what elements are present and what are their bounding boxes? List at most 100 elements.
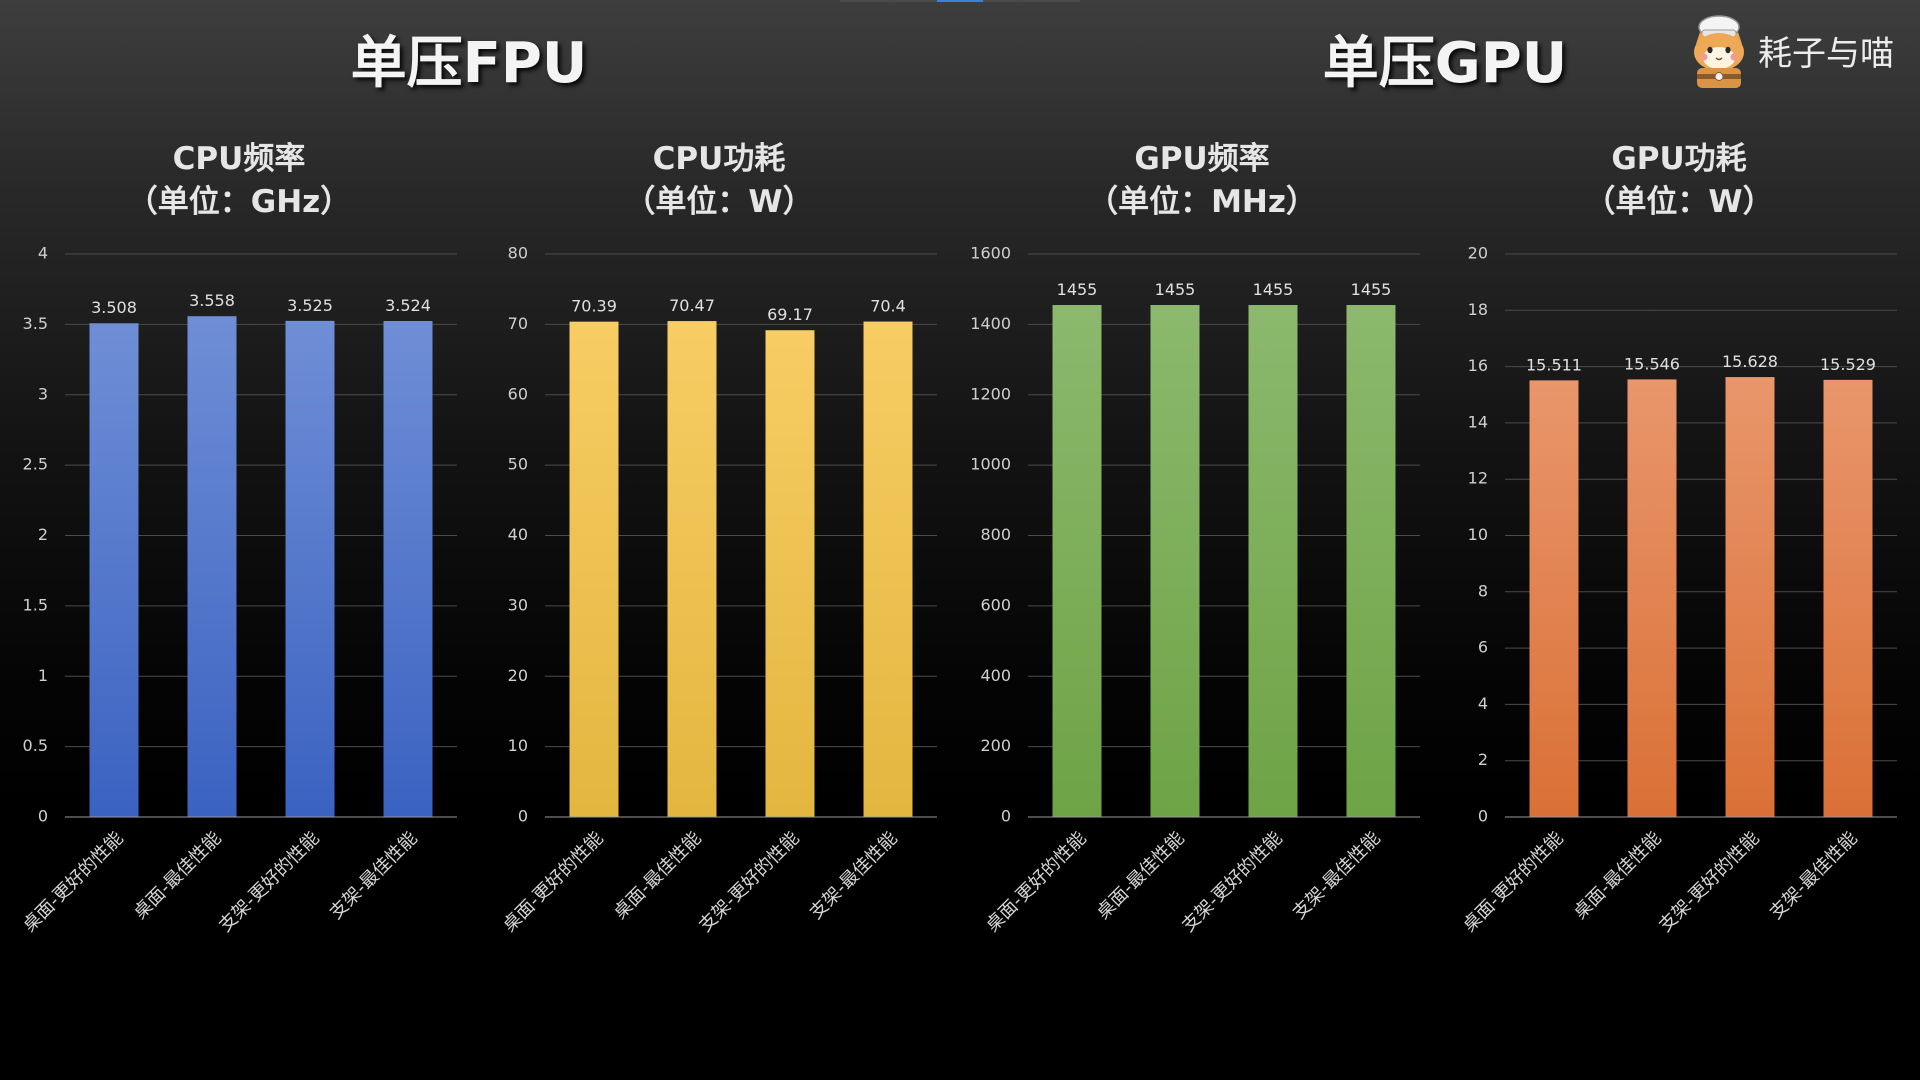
x-tick-label: 支架-最佳性能 xyxy=(806,828,902,924)
chart-unit-label: （单位：W） xyxy=(1584,184,1774,220)
fpu-section-heading: 单压FPU xyxy=(350,31,588,96)
x-tick-label: 桌面-最佳性能 xyxy=(130,828,226,924)
x-tick-label: 支架-更好的性能 xyxy=(695,828,804,937)
cpu-power-chart-title: CPU功耗 （单位：W） xyxy=(519,138,919,224)
y-tick-label: 0 xyxy=(518,807,528,826)
chart-title: GPU功耗 xyxy=(1611,141,1747,177)
x-tick-label: 桌面-更好的性能 xyxy=(982,828,1091,937)
gpu-section-heading: 单压GPU xyxy=(1322,31,1568,96)
gpu-frequency-chart: 0 200 400 600 800 1000 1200 1400 1600 1455 1455 145… xyxy=(970,244,1420,937)
gpu-power-chart-title: GPU功耗 （单位：W） xyxy=(1479,138,1879,224)
chart-title: CPU频率 xyxy=(172,141,306,177)
x-tick-label: 桌面-更好的性能 xyxy=(1459,828,1568,937)
bar-0 xyxy=(569,321,619,817)
data-label-1: 70.47 xyxy=(669,296,715,315)
x-tick-label: 支架-更好的性能 xyxy=(215,828,324,937)
data-label-3: 70.4 xyxy=(870,297,906,316)
y-tick-label: 8 xyxy=(1478,581,1488,600)
data-label-0: 70.39 xyxy=(571,297,617,316)
y-tick-label: 16 xyxy=(1468,356,1488,375)
x-tick-label: 桌面-最佳性能 xyxy=(610,828,706,924)
x-tick-label: 支架-更好的性能 xyxy=(1178,828,1287,937)
y-tick-label: 0.5 xyxy=(23,736,48,755)
data-label-1: 3.558 xyxy=(189,291,235,310)
cat-mascot-icon xyxy=(1694,15,1744,88)
bar-1 xyxy=(1150,305,1200,817)
bar-2 xyxy=(285,320,335,817)
y-tick-label: 1000 xyxy=(970,455,1011,474)
data-label-0: 3.508 xyxy=(91,298,137,317)
chart-title: CPU功耗 xyxy=(652,141,786,177)
x-tick-label: 支架-最佳性能 xyxy=(1289,828,1385,924)
y-tick-label: 30 xyxy=(508,595,528,614)
y-tick-label: 14 xyxy=(1468,412,1488,431)
y-tick-label: 1200 xyxy=(970,384,1011,403)
bar-0 xyxy=(1052,305,1102,817)
data-label-3: 3.524 xyxy=(385,296,431,315)
bar-2 xyxy=(765,330,815,817)
y-tick-label: 50 xyxy=(508,455,528,474)
gpu-frequency-chart-title: GPU频率 （单位：MHz） xyxy=(1002,138,1402,224)
y-tick-label: 12 xyxy=(1468,469,1488,488)
data-label-3: 15.529 xyxy=(1820,355,1876,374)
y-tick-label: 18 xyxy=(1468,300,1488,319)
bar-3 xyxy=(383,320,433,817)
bar-1 xyxy=(667,321,717,817)
x-tick-label: 支架-最佳性能 xyxy=(1766,828,1862,924)
bar-2 xyxy=(1248,305,1298,817)
x-tick-label: 桌面-最佳性能 xyxy=(1570,828,1666,924)
x-tick-label: 支架-最佳性能 xyxy=(326,828,422,924)
y-tick-label: 3 xyxy=(38,384,48,403)
y-tick-label: 2 xyxy=(38,525,48,544)
slide-progress-indicator xyxy=(840,0,1080,2)
y-tick-label: 2.5 xyxy=(23,455,48,474)
y-tick-label: 80 xyxy=(508,244,528,263)
chart-unit-label: （单位：GHz） xyxy=(126,184,352,220)
data-label-2: 3.525 xyxy=(287,296,333,315)
bar-3 xyxy=(1823,379,1873,817)
gpu-power-chart: 0 2 4 6 8 10 12 14 16 18 20 15.511 15.546 15.628 15.52… xyxy=(1459,244,1897,937)
logo-text: 耗子与喵 xyxy=(1758,34,1894,74)
y-tick-label: 1600 xyxy=(970,244,1011,263)
cpu-frequency-chart-title: CPU频率 （单位：GHz） xyxy=(39,138,439,224)
data-label-1: 15.546 xyxy=(1624,354,1680,373)
y-tick-label: 1400 xyxy=(970,314,1011,333)
data-label-0: 1455 xyxy=(1057,280,1098,299)
y-tick-label: 3.5 xyxy=(23,314,48,333)
y-tick-label: 1.5 xyxy=(23,595,48,614)
x-tick-label: 桌面-更好的性能 xyxy=(19,828,128,937)
y-tick-label: 20 xyxy=(1468,244,1488,263)
y-tick-label: 1 xyxy=(38,666,48,685)
y-tick-label: 4 xyxy=(38,244,48,263)
y-tick-label: 0 xyxy=(38,807,48,826)
x-tick-label: 支架-更好的性能 xyxy=(1655,828,1764,937)
y-tick-label: 4 xyxy=(1478,694,1488,713)
bar-1 xyxy=(187,316,237,817)
cpu-frequency-chart: 0 0.5 1 1.5 2 2.5 3 3.5 4 3.508 3.558 3.525 3.524 桌面-… xyxy=(19,244,457,937)
x-tick-label: 桌面-最佳性能 xyxy=(1093,828,1189,924)
data-label-2: 69.17 xyxy=(767,305,813,324)
data-label-2: 15.628 xyxy=(1722,352,1778,371)
y-tick-label: 20 xyxy=(508,666,528,685)
cpu-power-chart: 0 10 20 30 40 50 60 70 80 70.39 70.47 69.17 70.4 桌面-更… xyxy=(499,244,937,937)
bar-1 xyxy=(1627,379,1677,817)
data-label-3: 1455 xyxy=(1351,280,1392,299)
data-label-0: 15.511 xyxy=(1526,355,1582,374)
bar-0 xyxy=(1529,380,1579,817)
bar-2 xyxy=(1725,377,1775,817)
y-tick-label: 0 xyxy=(1478,807,1488,826)
data-label-2: 1455 xyxy=(1253,280,1294,299)
y-tick-label: 6 xyxy=(1478,638,1488,657)
y-tick-label: 800 xyxy=(980,525,1011,544)
y-tick-label: 0 xyxy=(1001,807,1011,826)
y-tick-label: 10 xyxy=(1468,525,1488,544)
y-tick-label: 2 xyxy=(1478,750,1488,769)
y-tick-label: 400 xyxy=(980,666,1011,685)
chart-unit-label: （单位：W） xyxy=(624,184,814,220)
y-tick-label: 10 xyxy=(508,736,528,755)
bar-3 xyxy=(863,321,913,817)
y-tick-label: 600 xyxy=(980,595,1011,614)
chart-title: GPU频率 xyxy=(1134,141,1270,177)
slide-progress-active-segment xyxy=(937,0,983,2)
y-tick-label: 40 xyxy=(508,525,528,544)
